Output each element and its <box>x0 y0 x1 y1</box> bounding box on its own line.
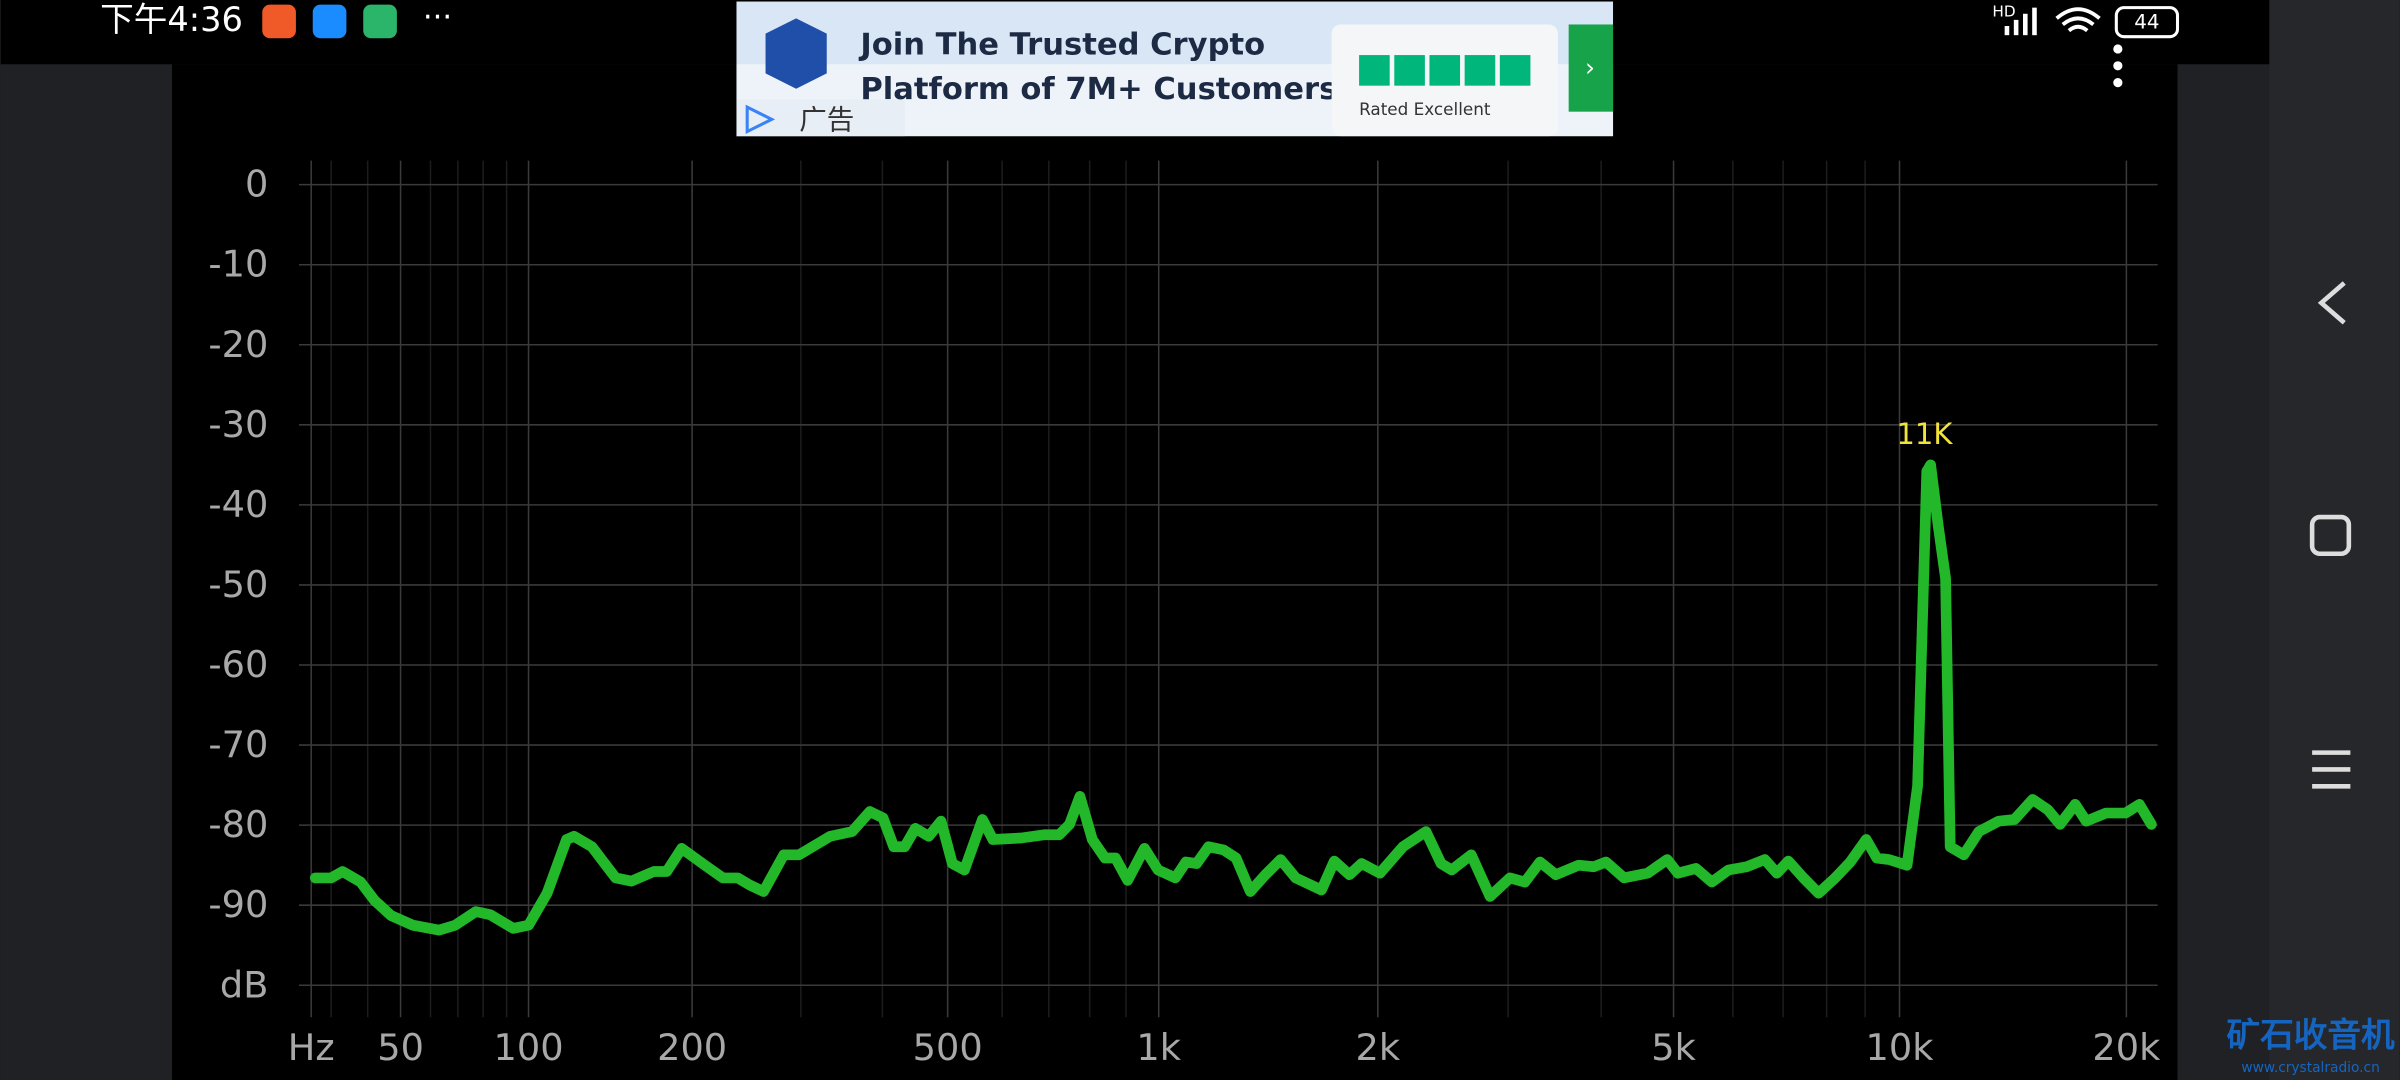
y-tick-label: -20 <box>208 323 268 366</box>
recents-button[interactable] <box>2312 750 2351 789</box>
ad-play-icon <box>745 104 776 135</box>
app-icon <box>312 4 347 39</box>
more-notifications: ··· <box>423 0 452 35</box>
menu-dot[interactable] <box>2113 44 2123 54</box>
ad-arrow-button[interactable] <box>1568 24 1614 112</box>
signal-icon <box>2004 7 2037 36</box>
watermark-url: www.crystalradio.cn <box>2241 1060 2379 1076</box>
y-tick-label: -50 <box>208 563 268 606</box>
menu-dot[interactable] <box>2113 61 2123 71</box>
x-tick-label: 100 <box>494 1026 564 1069</box>
back-button[interactable] <box>2317 281 2346 325</box>
battery-level: 44 <box>2134 10 2159 33</box>
y-tick-label: -60 <box>208 643 268 686</box>
x-tick-label: Hz <box>288 1026 335 1069</box>
clock: 下午4:36 <box>100 0 243 39</box>
x-tick-label: 500 <box>913 1026 983 1069</box>
watermark-title: 矿石收音机 <box>2226 1016 2395 1055</box>
plot: 0 -10 -20 -30 -40 -50 -60 -70 -80 -90 dB Hz 50 100 200… <box>208 160 2161 1069</box>
y-tick-label: -40 <box>208 483 268 526</box>
ad-stars <box>1359 55 1531 86</box>
x-tick-label: 10k <box>1866 1026 1935 1069</box>
wifi-icon <box>2055 7 2101 33</box>
network-type: HD <box>1992 3 2015 21</box>
spectrum-line <box>309 459 2157 936</box>
home-button[interactable] <box>2309 514 2352 557</box>
ad-label-box <box>736 99 905 137</box>
ad-headline: Join The Trusted Crypto <box>858 27 1265 62</box>
ad-headline: Platform of 7M+ Customers <box>860 72 1337 107</box>
y-tick-label: -90 <box>208 883 268 926</box>
x-tick-label: 1k <box>1136 1026 1181 1069</box>
app-icon <box>363 4 397 39</box>
app-icon <box>262 4 296 39</box>
ad-arrow: › <box>1585 53 1595 82</box>
x-tick-label: 200 <box>657 1026 727 1069</box>
chart-area <box>172 64 2178 1080</box>
x-tick-label: 50 <box>377 1026 424 1069</box>
y-tick-label: -30 <box>208 403 268 446</box>
y-tick-label: dB <box>220 963 268 1006</box>
x-tick-label: 20k <box>2092 1026 2161 1069</box>
peak-label: 11K <box>1896 417 1953 451</box>
x-tick-label: 5k <box>1651 1026 1696 1069</box>
ad-rating: Rated Excellent <box>1359 99 1491 119</box>
y-tick-label: -70 <box>208 723 268 766</box>
ad-banner[interactable]: Join The Trusted Crypto Platform of 7M+ … <box>736 1 1614 137</box>
x-tick-label: 2k <box>1355 1026 1400 1069</box>
ad-label: 广告 <box>799 104 854 136</box>
battery-icon <box>2114 6 2180 39</box>
menu-dot[interactable] <box>2113 78 2123 88</box>
y-tick-label: -80 <box>208 803 268 846</box>
ad-logo <box>765 18 827 89</box>
y-tick-label: 0 <box>245 163 268 206</box>
y-tick-label: -10 <box>208 243 268 286</box>
nav-bar <box>2269 0 2400 1080</box>
